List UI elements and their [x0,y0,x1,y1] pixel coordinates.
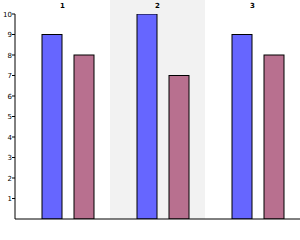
tick-label: 2 [8,175,12,183]
band [110,0,205,219]
tick-label: 9 [8,31,12,39]
tick-label: 7 [8,72,12,80]
category-label: 3 [250,2,255,10]
tick-mark [12,55,15,56]
bar [137,14,157,219]
category-label: 2 [155,2,160,10]
tick-label: 4 [8,134,13,142]
tick-label: 5 [8,113,12,121]
tick-label: 8 [8,52,12,60]
tick-mark [12,198,15,199]
bar [42,35,62,220]
tick-mark [12,178,15,179]
bars [42,14,284,219]
bar [264,55,284,219]
tick-mark [12,116,15,117]
tick-mark [12,14,15,15]
bar [232,35,252,220]
tick-mark [12,75,15,76]
x-axis [15,219,300,220]
category-label: 1 [60,2,65,10]
chart: 1 2 3 4 5 6 7 8 9 10 1 2 3 [0,0,300,240]
bar [169,76,189,220]
tick-mark [12,137,15,138]
tick-label: 6 [8,93,13,101]
tick-label: 1 [8,195,12,203]
tick-mark [12,157,15,158]
tick-mark [12,96,15,97]
tick-label: 3 [8,154,12,162]
bar [74,55,94,219]
tick-mark [12,34,15,35]
tick-label: 10 [3,11,12,19]
